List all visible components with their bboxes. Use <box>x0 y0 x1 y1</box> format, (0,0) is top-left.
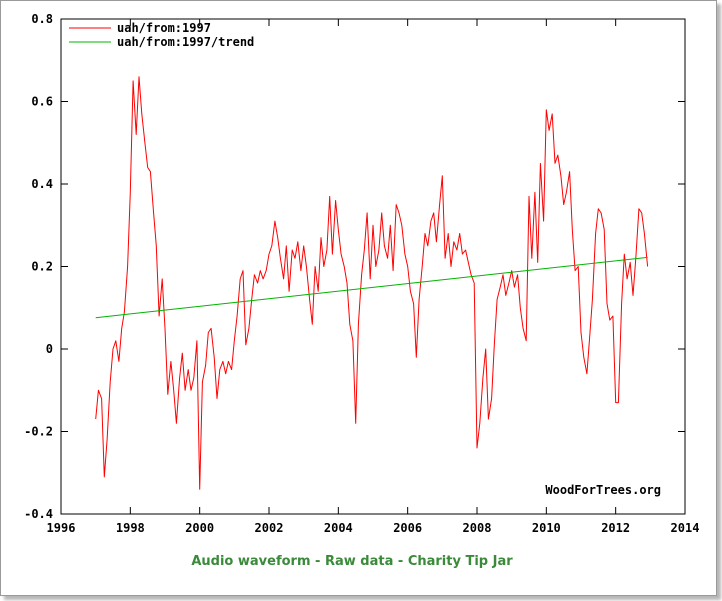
y-tick-label: -0.2 <box>24 425 53 439</box>
y-tick-label: 0.8 <box>31 12 53 26</box>
y-tick-label: 0.6 <box>31 95 53 109</box>
legend-label: uah/from:1997 <box>117 21 211 35</box>
series-line-trend <box>95 256 648 319</box>
x-tick-label: 2012 <box>601 521 630 535</box>
separator: - <box>393 554 408 569</box>
charity-tip-jar-link[interactable]: Charity Tip Jar <box>407 554 513 569</box>
x-tick-label: 2014 <box>671 521 700 535</box>
footer-links: Audio waveform - Raw data - Charity Tip … <box>1 554 703 569</box>
x-tick-label: 1998 <box>116 521 145 535</box>
x-tick-label: 2008 <box>463 521 492 535</box>
separator: - <box>310 554 325 569</box>
x-tick-label: 2010 <box>532 521 561 535</box>
x-tick-label: 1996 <box>47 521 76 535</box>
series-line-uah <box>95 76 649 490</box>
plot-area <box>60 18 686 515</box>
x-tick-label: 2002 <box>255 521 284 535</box>
y-tick-label: 0.2 <box>31 260 53 274</box>
y-tick-label: 0.4 <box>31 177 53 191</box>
x-tick-label: 2006 <box>393 521 422 535</box>
x-tick-label: 2000 <box>185 521 214 535</box>
watermark: WoodForTrees.org <box>545 483 661 497</box>
y-tick-label: 0 <box>46 342 53 356</box>
audio-waveform-link[interactable]: Audio waveform <box>191 554 311 569</box>
y-tick-label: -0.4 <box>24 507 53 521</box>
legend-label: uah/from:1997/trend <box>117 35 254 49</box>
x-tick-label: 2004 <box>324 521 353 535</box>
raw-data-link[interactable]: Raw data <box>324 554 394 569</box>
